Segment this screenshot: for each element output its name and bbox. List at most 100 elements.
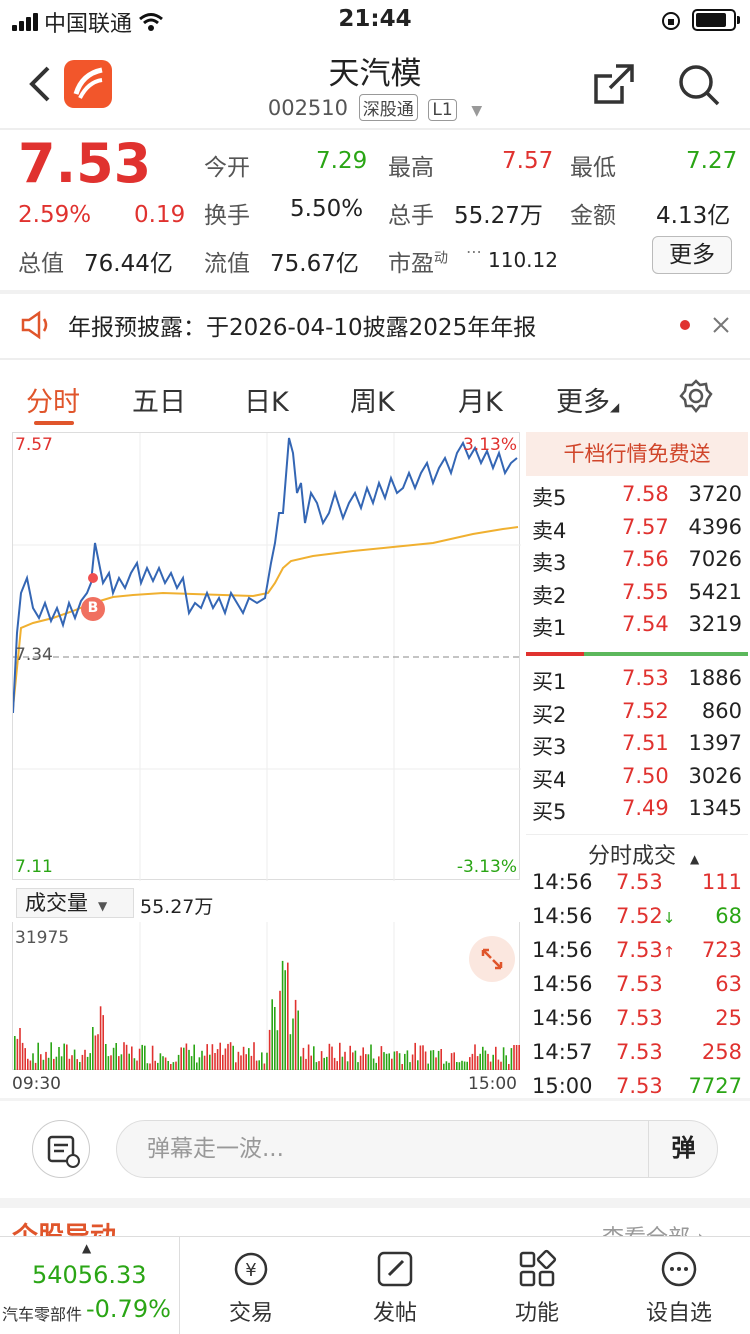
volume-bar <box>55 1056 58 1070</box>
trade-tab[interactable]: ¥ 交易 <box>196 1249 306 1327</box>
current-price: 7.53 <box>18 132 152 195</box>
volume-bar <box>209 1054 211 1070</box>
buy-marker[interactable] <box>81 597 105 621</box>
tick-row: 14:57 7.53 258 <box>532 1040 742 1074</box>
ask-ratio-bar <box>526 652 584 656</box>
tick-volume: 25 <box>715 1006 742 1030</box>
intraday-chart[interactable]: 7.57 3.13% 7.34 7.11 -3.13% B <box>12 432 521 881</box>
volume-bar <box>84 1049 86 1070</box>
volume-bar <box>198 1057 201 1070</box>
volume-bar <box>349 1045 351 1070</box>
add-watchlist-tab[interactable]: 设自选 <box>624 1249 734 1327</box>
danmu-send-button[interactable]: 弹 <box>648 1120 718 1178</box>
volume-bar <box>224 1048 227 1070</box>
status-bar: 中国联通 21:44 <box>0 0 750 40</box>
divider <box>0 290 750 294</box>
volume-bar <box>357 1062 359 1070</box>
functions-tab[interactable]: 功能 <box>482 1249 592 1327</box>
volume-bar <box>240 1055 242 1070</box>
volume-bar <box>508 1064 510 1070</box>
ask-row: 卖4 7.57 4396 <box>532 515 742 547</box>
volume-bar <box>118 1056 120 1070</box>
volume-bar <box>385 1053 388 1070</box>
volume-bar <box>253 1042 255 1070</box>
volume-bar <box>362 1047 364 1070</box>
sector-index[interactable]: ▲ 54056.33 汽车零部件 -0.79% <box>0 1237 180 1334</box>
close-icon[interactable] <box>712 316 730 334</box>
volume-bar <box>401 1064 403 1070</box>
notice-bar[interactable]: 年报预披露：于2026-04-10披露2025年年报 <box>20 308 740 342</box>
y-top-label: 7.57 <box>15 435 53 455</box>
wifi-icon <box>139 13 163 31</box>
amount-value: 4.13亿 <box>656 203 731 229</box>
y-bottom-label: 7.11 <box>15 857 53 877</box>
tick-price-value: 7.53 <box>616 938 663 962</box>
danmu-toggle-icon[interactable] <box>32 1120 90 1178</box>
stock-code-row[interactable]: 002510 深股通 L1 ▼ <box>0 94 750 121</box>
battery-icon <box>692 9 740 31</box>
volume-bar <box>107 1056 110 1070</box>
search-icon[interactable] <box>676 62 722 108</box>
order-book-promo[interactable]: 千档行情免费送 <box>526 432 748 476</box>
tick-price-value: 7.53 <box>616 1006 663 1030</box>
volume-bar <box>300 1056 302 1070</box>
volume-bar <box>32 1053 34 1070</box>
volume-bar <box>167 1061 169 1070</box>
volume-max-label: 31975 <box>15 928 70 948</box>
tab-daily-k[interactable]: 日K <box>244 387 289 418</box>
volume-bar <box>344 1051 346 1070</box>
volume-bar <box>81 1054 84 1070</box>
volume-bar <box>136 1060 138 1070</box>
ask-row: 卖5 7.58 3720 <box>532 482 742 514</box>
volume-bar <box>214 1053 216 1070</box>
ask-label: 卖1 <box>532 616 567 640</box>
tab-weekly-k[interactable]: 周K <box>350 387 395 418</box>
more-icon <box>661 1251 697 1287</box>
info-icon[interactable]: ⋯ <box>466 242 482 261</box>
tick-time: 15:00 <box>532 1074 593 1098</box>
volume-bar <box>157 1062 159 1070</box>
volume-chart[interactable]: 31975 <box>12 922 520 1070</box>
ticks-header[interactable]: 分时成交 ▲ <box>588 844 700 869</box>
bid-price: 7.50 <box>622 763 669 788</box>
volume-bar <box>341 1056 344 1070</box>
tick-time: 14:56 <box>532 938 593 962</box>
tab-more[interactable]: 更多◢ <box>556 387 620 418</box>
tab-monthly-k[interactable]: 月K <box>458 387 503 418</box>
volume-bar <box>29 1060 32 1070</box>
volume-bar <box>307 1044 310 1070</box>
share-icon[interactable] <box>592 62 636 106</box>
volume-bar <box>326 1056 328 1070</box>
volume-bar <box>120 1054 123 1070</box>
view-all-link[interactable]: 查看全部 › <box>602 1220 706 1236</box>
tab-intraday[interactable]: 分时 <box>26 387 80 418</box>
volume-bar <box>105 1044 107 1070</box>
turnover-label: 换手 <box>204 203 250 229</box>
danmu-input[interactable]: 弹幕走一波... <box>116 1120 718 1178</box>
volume-bar <box>235 1062 237 1070</box>
ask-volume: 3720 <box>688 482 742 506</box>
ask-price: 7.57 <box>622 514 669 539</box>
unread-dot <box>680 320 690 330</box>
back-icon[interactable] <box>26 66 52 102</box>
ask-row: 卖1 7.54 3219 <box>532 612 742 644</box>
volume-bar <box>154 1060 156 1070</box>
volume-bar <box>92 1027 94 1070</box>
volume-bar <box>216 1049 219 1070</box>
post-tab[interactable]: 发帖 <box>340 1249 450 1327</box>
volume-bar <box>440 1049 442 1070</box>
settings-icon[interactable] <box>678 378 714 414</box>
volume-indicator-select[interactable]: 成交量 ▼ <box>16 888 134 918</box>
tick-row: 14:56 7.53 25 <box>532 1006 742 1040</box>
volume-bar <box>19 1028 21 1070</box>
pe-label: 市盈动 <box>388 250 448 277</box>
volume-bar <box>484 1050 487 1070</box>
volume-bar <box>21 1042 24 1070</box>
expand-up-icon: ▲ <box>82 1241 92 1255</box>
more-quote-button[interactable]: 更多 <box>652 236 732 274</box>
expand-chart-icon[interactable] <box>469 936 515 982</box>
ask-label: 卖5 <box>532 486 567 510</box>
tab-five-day[interactable]: 五日 <box>132 387 186 418</box>
dropdown-icon: ▼ <box>471 103 483 119</box>
